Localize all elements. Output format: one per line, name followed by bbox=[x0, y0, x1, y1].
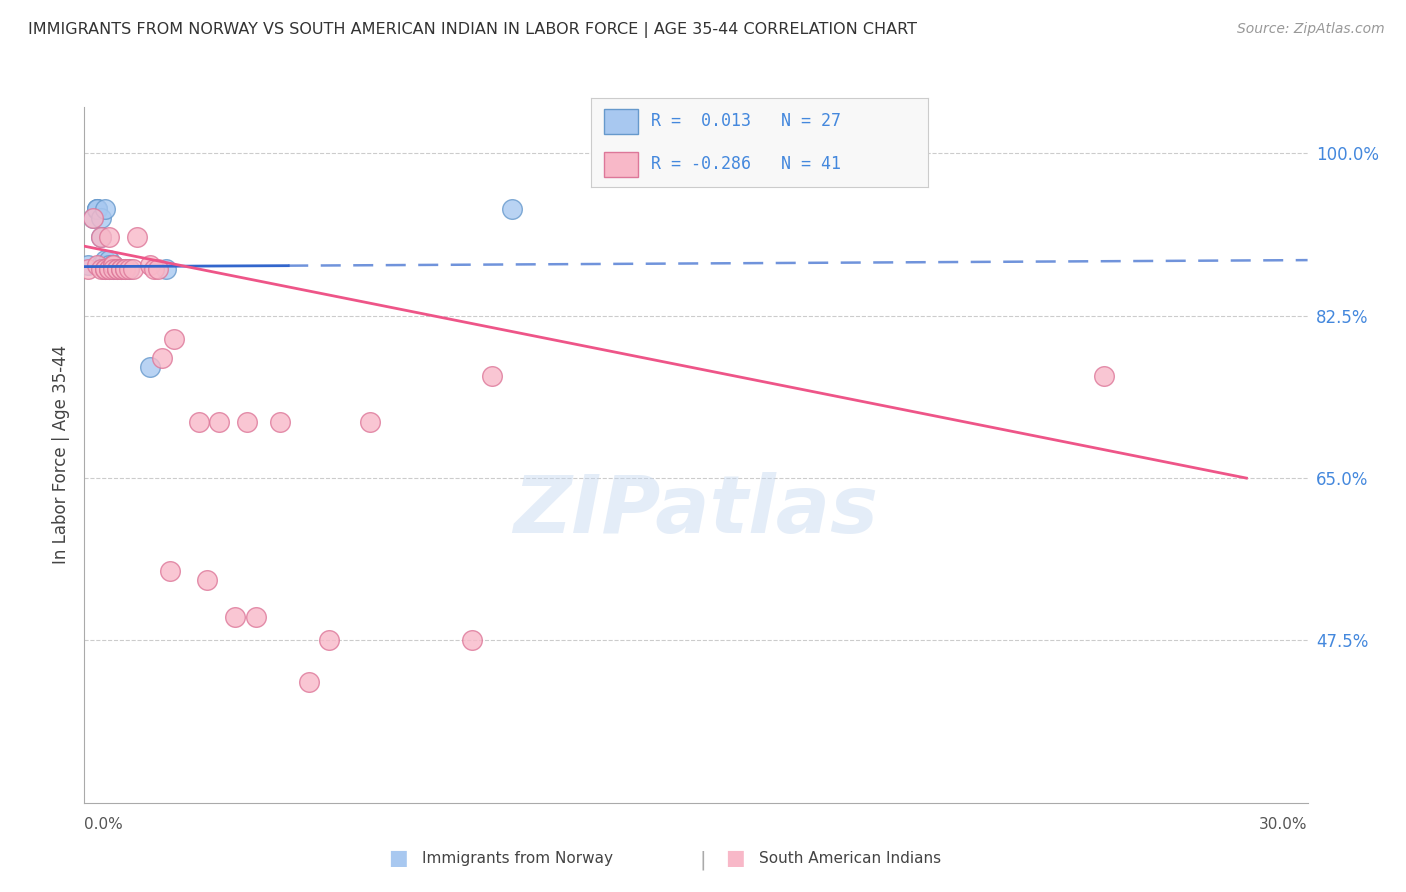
Point bbox=[114, 262, 136, 277]
Point bbox=[481, 369, 503, 384]
Point bbox=[236, 416, 259, 430]
Point bbox=[90, 211, 112, 226]
Point bbox=[146, 262, 169, 277]
Point bbox=[118, 262, 141, 277]
Point bbox=[114, 262, 136, 277]
Point bbox=[110, 262, 132, 277]
Point bbox=[461, 633, 484, 648]
Point bbox=[77, 262, 100, 277]
Point bbox=[245, 610, 267, 624]
Point bbox=[118, 262, 141, 277]
Point bbox=[159, 564, 181, 578]
Point bbox=[97, 262, 120, 277]
Text: ZIPatlas: ZIPatlas bbox=[513, 472, 879, 549]
Text: Immigrants from Norway: Immigrants from Norway bbox=[422, 851, 613, 865]
Point bbox=[82, 211, 104, 226]
Point bbox=[90, 258, 112, 272]
Point bbox=[195, 573, 218, 587]
Text: South American Indians: South American Indians bbox=[759, 851, 942, 865]
Point bbox=[93, 262, 115, 277]
Point bbox=[155, 262, 177, 277]
Point bbox=[97, 262, 120, 277]
Text: Source: ZipAtlas.com: Source: ZipAtlas.com bbox=[1237, 22, 1385, 37]
Point bbox=[187, 416, 209, 430]
Point bbox=[208, 416, 231, 430]
Point bbox=[90, 230, 112, 244]
Point bbox=[163, 332, 186, 346]
Point bbox=[224, 610, 246, 624]
Point bbox=[101, 258, 124, 272]
Y-axis label: In Labor Force | Age 35-44: In Labor Force | Age 35-44 bbox=[52, 345, 70, 565]
Point bbox=[97, 258, 120, 272]
Point bbox=[105, 262, 128, 277]
Point bbox=[86, 202, 108, 216]
Text: R =  0.013   N = 27: R = 0.013 N = 27 bbox=[651, 112, 841, 130]
Point bbox=[101, 258, 124, 272]
Point bbox=[359, 416, 381, 430]
Point bbox=[93, 202, 115, 216]
Point bbox=[93, 253, 115, 268]
Point bbox=[97, 230, 120, 244]
Point bbox=[138, 258, 160, 272]
Point bbox=[110, 262, 132, 277]
Point bbox=[318, 633, 340, 648]
Point bbox=[101, 258, 124, 272]
Text: ■: ■ bbox=[388, 848, 408, 868]
Point bbox=[90, 230, 112, 244]
Point bbox=[1092, 369, 1115, 384]
Point bbox=[97, 262, 120, 277]
Text: |: | bbox=[700, 850, 706, 870]
Point bbox=[93, 258, 115, 272]
Point bbox=[127, 230, 149, 244]
Point bbox=[150, 351, 173, 365]
Text: 0.0%: 0.0% bbox=[84, 817, 124, 831]
Point bbox=[86, 258, 108, 272]
Point bbox=[82, 211, 104, 226]
Point bbox=[105, 262, 128, 277]
Point bbox=[90, 262, 112, 277]
Point bbox=[77, 258, 100, 272]
Point bbox=[97, 262, 120, 277]
Bar bbox=[605, 152, 638, 177]
Text: 30.0%: 30.0% bbox=[1260, 817, 1308, 831]
Text: IMMIGRANTS FROM NORWAY VS SOUTH AMERICAN INDIAN IN LABOR FORCE | AGE 35-44 CORRE: IMMIGRANTS FROM NORWAY VS SOUTH AMERICAN… bbox=[28, 22, 917, 38]
Point bbox=[93, 262, 115, 277]
Point bbox=[101, 258, 124, 272]
Text: R = -0.286   N = 41: R = -0.286 N = 41 bbox=[651, 155, 841, 173]
Point bbox=[122, 262, 145, 277]
Point bbox=[93, 262, 115, 277]
Point bbox=[110, 262, 132, 277]
Point bbox=[86, 202, 108, 216]
Bar bbox=[605, 109, 638, 134]
Point bbox=[298, 675, 321, 690]
Text: ■: ■ bbox=[725, 848, 745, 868]
Point bbox=[101, 262, 124, 277]
Point bbox=[105, 262, 128, 277]
Point bbox=[86, 202, 108, 216]
Point bbox=[142, 262, 165, 277]
Point bbox=[110, 262, 132, 277]
Point bbox=[97, 253, 120, 268]
Point bbox=[101, 262, 124, 277]
Point bbox=[114, 262, 136, 277]
Point bbox=[138, 359, 160, 374]
Point bbox=[269, 416, 291, 430]
Point bbox=[501, 202, 523, 216]
